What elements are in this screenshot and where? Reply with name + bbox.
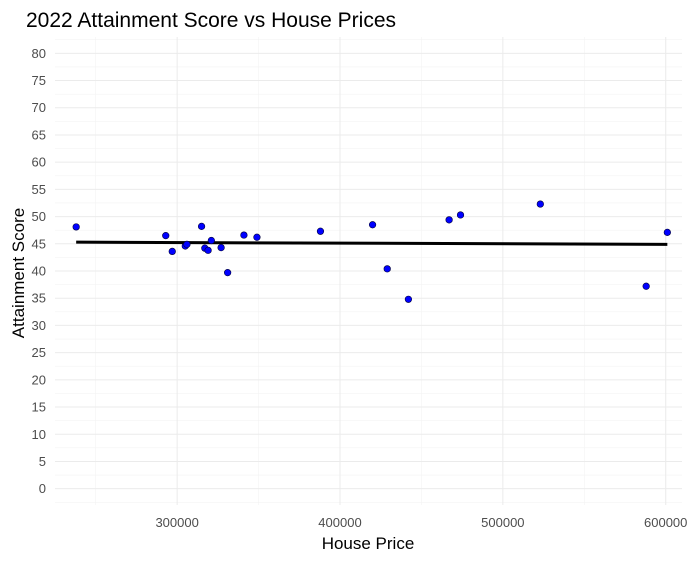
chart-title: 2022 Attainment Score vs House Prices	[26, 9, 396, 32]
data-point	[456, 211, 465, 219]
y-axis-ticks: 0 5 10 15 20 25 30 35 40 45 50 55 60 65 70 75 80	[32, 46, 46, 496]
data-point	[240, 231, 248, 239]
data-point	[168, 247, 176, 256]
y-tick-label: 80	[32, 46, 46, 61]
data-point	[204, 246, 212, 254]
y-tick-label: 30	[32, 318, 46, 333]
data-point	[663, 228, 671, 236]
x-tick-label: 300000	[155, 515, 198, 530]
y-tick-label: 0	[39, 481, 46, 496]
y-tick-label: 70	[32, 100, 46, 115]
y-tick-label: 10	[32, 427, 46, 442]
trend-line	[76, 240, 668, 246]
y-tick-label: 35	[32, 291, 46, 306]
data-point	[217, 244, 225, 252]
y-tick-label: 55	[32, 182, 46, 197]
x-axis-ticks: 300000 400000 500000 600000	[155, 515, 687, 530]
data-point	[224, 269, 232, 277]
grid-lines	[55, 37, 682, 505]
data-point	[642, 282, 650, 290]
y-tick-label: 50	[32, 209, 46, 224]
data-point	[316, 227, 325, 235]
data-point	[383, 265, 391, 273]
y-tick-label: 60	[32, 155, 46, 170]
y-tick-label: 65	[32, 127, 46, 142]
y-tick-label: 20	[32, 372, 46, 387]
data-point	[197, 222, 206, 230]
x-tick-label: 600000	[644, 515, 687, 530]
y-tick-label: 40	[32, 264, 46, 279]
x-tick-label: 400000	[318, 515, 361, 530]
y-tick-label: 15	[32, 400, 46, 415]
y-tick-label: 75	[32, 73, 46, 88]
data-point	[207, 236, 215, 245]
y-axis-title: Attainment Score	[9, 208, 28, 338]
y-tick-label: 25	[32, 345, 46, 360]
y-tick-label: 5	[39, 454, 46, 469]
data-point	[536, 200, 544, 208]
data-point	[162, 232, 170, 240]
y-tick-label: 45	[32, 236, 46, 251]
trend-line-group	[76, 240, 668, 246]
data-point	[445, 216, 453, 224]
data-point	[368, 221, 377, 229]
x-tick-label: 500000	[481, 515, 524, 530]
x-axis-title: House Price	[322, 534, 415, 553]
data-point	[72, 223, 80, 231]
data-points	[72, 200, 671, 303]
data-point	[404, 295, 413, 303]
data-point	[183, 240, 191, 248]
data-point	[253, 233, 261, 241]
